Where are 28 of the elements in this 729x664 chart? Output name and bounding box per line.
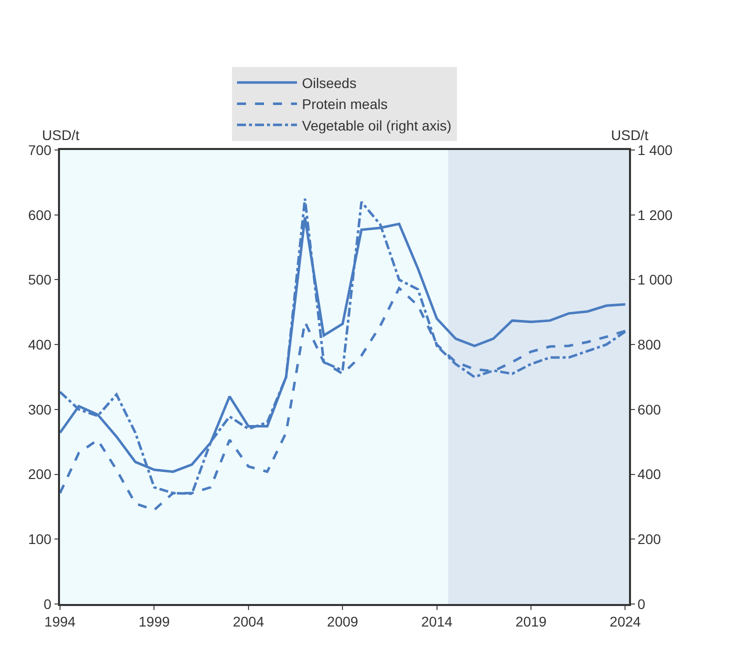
y2-tick-label: 800 (638, 336, 662, 352)
y-tick-label: 200 (28, 466, 52, 482)
y2-tick-label: 400 (638, 466, 662, 482)
y-axis-title: USD/t (42, 127, 80, 143)
y2-tick-label: 1 000 (638, 272, 673, 288)
y-tick-label: 100 (28, 531, 52, 548)
legend-label: Protein meals (302, 96, 388, 112)
x-tick-label: 1994 (44, 614, 76, 630)
x-tick-label: 2004 (232, 614, 264, 630)
y2-axis-title: USD/t (611, 127, 648, 143)
legend-label: Oilseeds (302, 74, 356, 91)
x-tick-label: 2014 (421, 614, 453, 630)
y2-tick-label: 1 200 (638, 206, 673, 223)
y-tick-label: 500 (28, 272, 52, 288)
x-tick-label: 2009 (327, 614, 358, 630)
x-tick-label: 2024 (610, 614, 642, 630)
y-tick-label: 300 (28, 401, 52, 418)
legend-label: Vegetable oil (right axis) (302, 117, 452, 134)
y2-tick-label: 0 (638, 596, 646, 612)
x-tick-label: 2019 (515, 614, 547, 630)
x-tick-label: 1999 (138, 614, 170, 630)
y2-tick-label: 200 (638, 531, 662, 548)
y-tick-label: 0 (44, 596, 52, 612)
y2-tick-label: 1 400 (638, 142, 673, 158)
y-tick-label: 600 (28, 206, 52, 223)
y-tick-label: 400 (28, 336, 52, 352)
y2-tick-label: 600 (638, 401, 662, 418)
y-tick-label: 700 (28, 142, 52, 158)
